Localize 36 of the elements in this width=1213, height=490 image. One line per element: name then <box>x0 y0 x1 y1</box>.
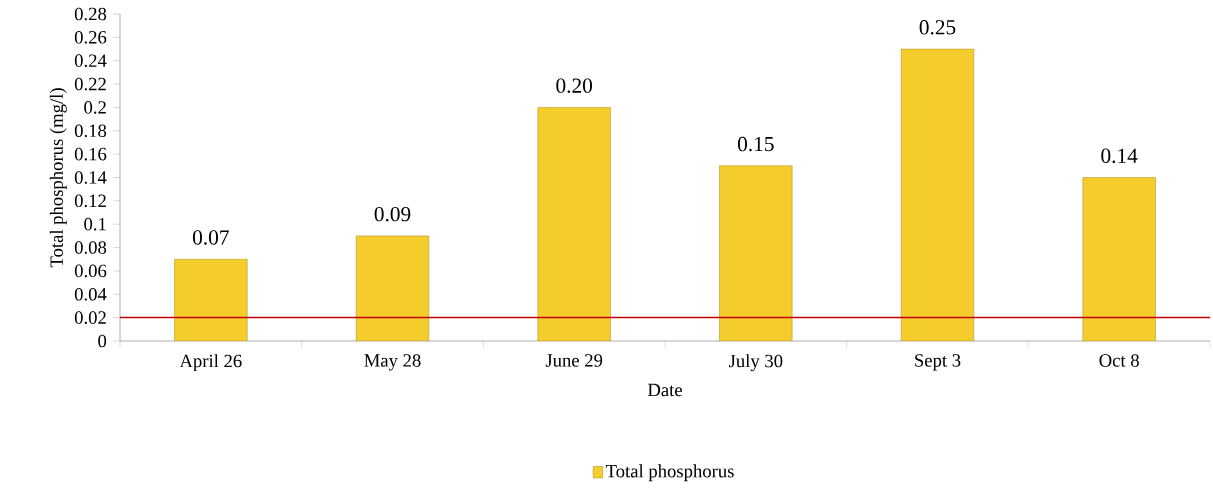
legend-label: Total phosphorus <box>605 464 734 482</box>
y-tick-label: 0.02 <box>74 311 106 324</box>
y-tick-label: 0.06 <box>74 264 107 278</box>
data-label: 0.14 <box>1101 148 1138 163</box>
y-tick-label: 0.24 <box>74 54 107 68</box>
y-tick-label: 0.12 <box>74 194 106 208</box>
y-tick-label: 0 <box>98 334 107 348</box>
x-axis-title: Date <box>647 383 682 397</box>
x-tick-label: June 29 <box>545 354 603 367</box>
data-label: 0.20 <box>556 78 593 93</box>
y-tick-label: 0.14 <box>74 171 107 184</box>
data-label: 0.07 <box>192 230 229 245</box>
x-tick-label: Oct 8 <box>1099 354 1139 367</box>
data-label: 0.09 <box>374 206 411 222</box>
bar <box>1082 177 1156 341</box>
x-tick-label: April 26 <box>179 354 242 372</box>
y-axis-title: Total phosphorus (mg/l) <box>49 88 67 268</box>
y-tick-label: 0.04 <box>74 287 107 301</box>
x-tick-label: May 28 <box>364 354 421 371</box>
y-tick-label: 0.16 <box>74 147 107 161</box>
data-label: 0.15 <box>737 136 774 152</box>
y-tick-label: 0.1 <box>84 217 106 231</box>
y-tick-label: 0.08 <box>74 241 107 254</box>
x-tick-label: July 30 <box>729 354 783 372</box>
y-tick-label: 0.26 <box>74 31 107 44</box>
bar <box>537 107 611 341</box>
y-tick-label: 0.18 <box>74 124 107 138</box>
x-tick-label: Sept 3 <box>915 354 961 371</box>
y-tick-label: 0.2 <box>84 101 106 114</box>
y-tick-label: 0.22 <box>74 77 106 91</box>
data-label: 0.25 <box>919 20 956 35</box>
bar <box>719 165 793 341</box>
bar <box>174 258 248 341</box>
bar <box>900 48 975 341</box>
y-tick-label: 0.28 <box>74 7 107 21</box>
bar <box>355 235 430 341</box>
